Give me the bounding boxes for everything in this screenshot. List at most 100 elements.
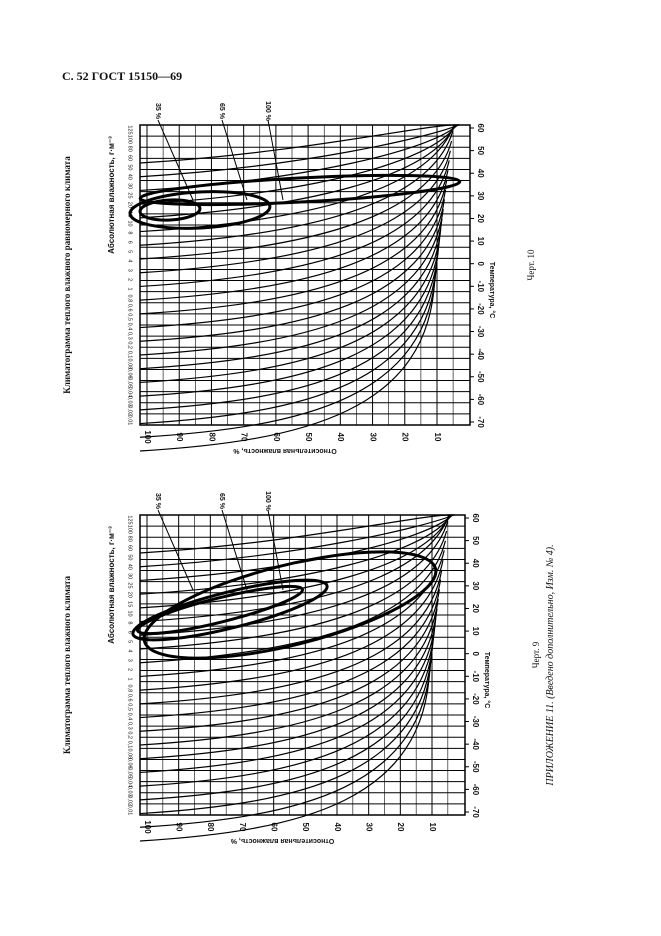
temp-curve xyxy=(139,589,440,732)
ah-tick-label: 125 xyxy=(127,515,133,524)
temp-tick-label: -70 xyxy=(476,416,485,428)
temp-curve xyxy=(139,150,451,274)
ah-tick-label: 0,02 xyxy=(127,405,133,416)
rh-line xyxy=(221,119,248,201)
rh-curve-label: 65 % xyxy=(218,103,225,120)
temp-curve xyxy=(139,598,439,746)
temp-curve xyxy=(139,124,460,178)
ah-tick-label: 4 xyxy=(127,259,133,262)
temp-curve xyxy=(139,276,436,452)
temp-tick-label: 10 xyxy=(476,237,485,246)
temp-curve xyxy=(139,218,443,370)
ah-tick-label: 0,1 xyxy=(127,741,133,749)
x-axis-label: Относительная влажность, % xyxy=(233,447,337,454)
temp-tick-label: 60 xyxy=(471,514,480,523)
x-tick-label: 10 xyxy=(433,433,442,442)
rh-line xyxy=(267,509,284,591)
right-axis-label: Температура, °С xyxy=(483,652,491,709)
rh-curve-label: 100 % xyxy=(264,101,271,122)
x-tick-label: 10 xyxy=(428,823,437,832)
climate-contour xyxy=(128,190,272,230)
climate-contour xyxy=(142,550,438,660)
temp-tick-label: 40 xyxy=(476,169,485,178)
ah-tick-label: 0,08 xyxy=(127,749,133,760)
ah-tick-label: 25 xyxy=(127,192,133,198)
x-tick-label: 30 xyxy=(368,433,377,442)
temp-tick-label: -10 xyxy=(471,671,480,683)
climate-contour xyxy=(135,584,305,636)
temp-tick-label: 60 xyxy=(476,124,485,133)
ah-tick-label: 125 xyxy=(127,125,133,134)
ah-tick-label: 40 xyxy=(127,564,133,570)
ah-tick-label: 20 xyxy=(127,592,133,598)
temp-tick-label: -40 xyxy=(471,738,480,750)
x-tick-label: 60 xyxy=(270,823,279,832)
ah-tick-label: 6 xyxy=(127,241,133,244)
rh-curve-label: 65 % xyxy=(218,493,225,510)
x-tick-label: 60 xyxy=(272,433,281,442)
temp-tick-label: 30 xyxy=(476,191,485,200)
figure-caption: Черт. 9 xyxy=(531,641,541,668)
temp-curve xyxy=(139,514,456,554)
temp-curve xyxy=(139,514,450,623)
temp-curve xyxy=(139,560,444,691)
temp-curve xyxy=(139,170,449,301)
ah-tick-label: 0,5 xyxy=(127,313,133,321)
ah-tick-label: 25 xyxy=(127,582,133,588)
temp-curve xyxy=(139,208,444,356)
ah-tick-label: 40 xyxy=(127,174,133,180)
temp-curve xyxy=(139,628,436,787)
temp-curve xyxy=(139,238,441,397)
temp-curve xyxy=(139,514,452,595)
temp-tick-label: 50 xyxy=(476,146,485,155)
temp-curve xyxy=(139,530,448,650)
ah-tick-label: 0,01 xyxy=(127,415,133,426)
x-tick-label: 80 xyxy=(207,433,216,442)
x-tick-label: 80 xyxy=(206,823,215,832)
temp-curve xyxy=(139,131,454,246)
temp-curve xyxy=(139,199,445,342)
temp-curve xyxy=(139,647,433,815)
x-axis-label: Относительная влажность, % xyxy=(230,837,334,844)
temp-curve xyxy=(139,514,455,568)
climate-contour xyxy=(138,198,202,222)
ah-tick-label: 0,3 xyxy=(127,722,133,730)
temp-tick-label: -50 xyxy=(471,761,480,773)
temp-curve xyxy=(139,140,453,260)
ah-tick-label: 0,05 xyxy=(127,767,133,778)
x-tick-label: 20 xyxy=(401,433,410,442)
temp-curve xyxy=(139,618,437,774)
ah-tick-label: 0,6 xyxy=(127,304,133,312)
ah-tick-label: 8 xyxy=(127,621,133,624)
x-tick-label: 90 xyxy=(175,433,184,442)
ah-tick-label: 80 xyxy=(127,536,133,542)
ah-tick-label: 4 xyxy=(127,649,133,652)
ah-tick-label: 0,02 xyxy=(127,795,133,806)
x-tick-label: 70 xyxy=(240,433,249,442)
ah-tick-label: 0,04 xyxy=(127,777,133,788)
climate-contour xyxy=(138,173,462,207)
ah-tick-label: 0,5 xyxy=(127,703,133,711)
ah-tick-label: 1 xyxy=(127,678,133,681)
temp-curve xyxy=(139,666,431,842)
temp-curve xyxy=(139,124,461,164)
ah-tick-label: 1 xyxy=(127,288,133,291)
x-tick-label: 40 xyxy=(333,823,342,832)
temp-curve xyxy=(139,124,456,219)
temp-curve xyxy=(139,521,449,636)
ah-tick-label: 6 xyxy=(127,631,133,634)
temp-curve xyxy=(139,228,442,384)
ah-tick-label: 0,1 xyxy=(127,351,133,359)
climate-contour xyxy=(131,578,329,642)
temp-curve xyxy=(139,179,448,315)
figure-caption: Черт. 10 xyxy=(526,249,536,280)
temp-tick-label: 10 xyxy=(471,627,480,636)
ah-tick-label: 8 xyxy=(127,231,133,234)
temp-tick-label: 30 xyxy=(471,581,480,590)
ah-tick-label: 0,6 xyxy=(127,694,133,702)
x-tick-label: 30 xyxy=(365,823,374,832)
ah-tick-label: 80 xyxy=(127,146,133,152)
temp-curve xyxy=(139,637,434,801)
ah-tick-label: 60 xyxy=(127,545,133,551)
